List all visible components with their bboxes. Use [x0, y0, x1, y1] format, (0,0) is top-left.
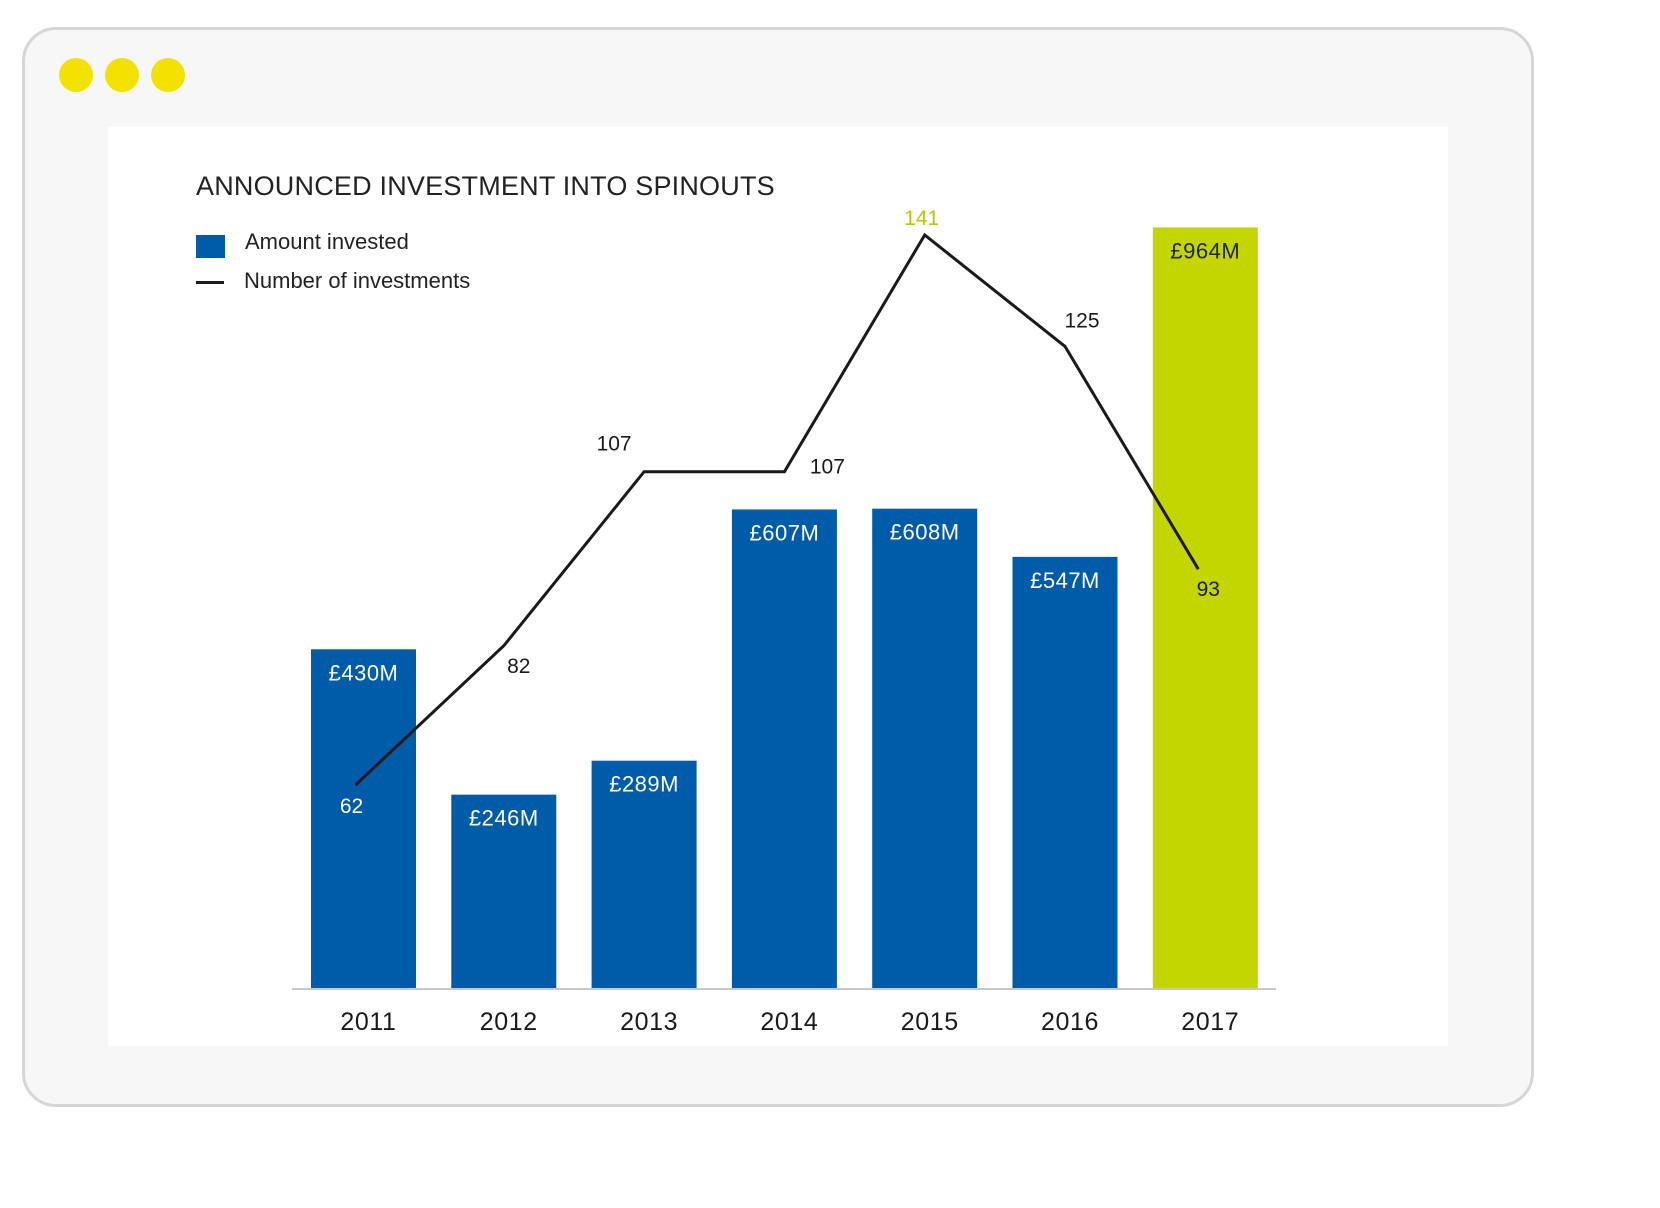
legend-label-amount: Amount invested — [245, 229, 409, 254]
x-tick-label: 2017 — [1181, 1008, 1239, 1036]
line-value-label: 125 — [1064, 309, 1099, 332]
chart-card: ANNOUNCED INVESTMENT INTO SPINOUTS Amoun… — [108, 127, 1448, 1046]
chart-title: ANNOUNCED INVESTMENT INTO SPINOUTS — [196, 171, 775, 201]
x-tick-label: 2012 — [480, 1008, 538, 1036]
bar — [731, 509, 837, 989]
investment-chart: ANNOUNCED INVESTMENT INTO SPINOUTS Amoun… — [196, 171, 1276, 1036]
legend-line-swatch — [196, 281, 224, 284]
investments-line — [354, 232, 1200, 787]
bar — [872, 508, 978, 989]
window-dot-icon — [151, 58, 185, 92]
x-tick-label: 2011 — [340, 1008, 396, 1036]
legend-bar-swatch — [196, 235, 225, 258]
x-tick-label: 2016 — [1041, 1008, 1099, 1036]
chart-legend: Amount invested Number of investments — [196, 229, 470, 293]
line-value-label: 62 — [340, 795, 363, 818]
bar-value-label: £607M — [750, 520, 820, 545]
line-series: 62 82 107 107 141 125 93 — [340, 207, 1220, 818]
x-tick-label: 2014 — [760, 1008, 818, 1036]
bar-value-label: £964M — [1170, 238, 1240, 263]
bar — [1152, 227, 1258, 989]
line-value-label: 93 — [1197, 578, 1220, 601]
line-value-label: 82 — [507, 655, 530, 678]
bar — [311, 649, 416, 989]
bar-value-label: £430M — [329, 660, 399, 685]
line-value-label: 107 — [810, 456, 845, 479]
window-dot-icon — [59, 58, 93, 92]
line-value-label: 141 — [904, 207, 939, 230]
bar-value-label: £608M — [890, 520, 960, 545]
bar-series: £430M £246M £289M £607M £608M £547M £964M — [311, 227, 1258, 989]
bar — [451, 794, 557, 989]
window-dot-icon — [105, 58, 139, 92]
bar-value-label: £289M — [609, 772, 679, 797]
line-value-label: 107 — [597, 433, 632, 456]
bar — [1012, 556, 1118, 989]
bar-value-label: £547M — [1030, 568, 1100, 593]
bar-value-label: £246M — [469, 806, 539, 831]
bar — [591, 760, 697, 989]
x-axis-ticks: 2011 2012 2013 2014 2015 2016 2017 — [340, 1008, 1239, 1036]
legend-label-count: Number of investments — [244, 268, 470, 293]
x-tick-label: 2013 — [620, 1008, 678, 1036]
x-tick-label: 2015 — [901, 1008, 959, 1036]
